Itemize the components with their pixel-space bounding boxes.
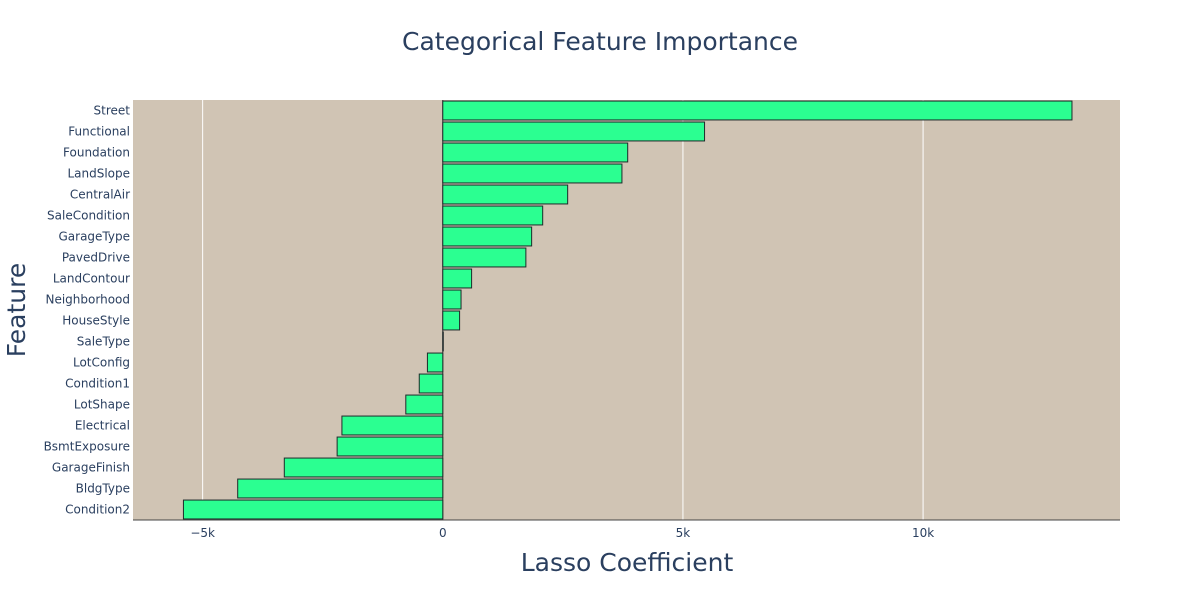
y-axis-title: Feature [2,263,31,357]
x-tick-label: 5k [676,526,691,540]
y-tick-label: LotConfig [73,356,130,370]
y-tick-label: GarageType [58,230,130,244]
y-tick-label: LotShape [74,398,130,412]
x-tick-label: 0 [439,526,447,540]
plot-area [133,100,1120,520]
bar-housestyle [442,310,461,331]
bar-bsmtexposure [336,436,444,457]
bar-electrical [341,415,444,436]
y-tick-label: SaleType [77,335,130,349]
y-tick-label: Neighborhood [45,293,130,307]
bar-condition2 [182,499,444,520]
y-tick-label: BsmtExposure [44,440,130,454]
y-tick-label: Condition2 [65,503,130,517]
x-axis-title: Lasso Coefficient [521,548,734,577]
y-tick-labels: Street Functional Foundation LandSlope Centr… [44,104,131,517]
y-tick-label: Foundation [63,146,130,160]
bar-garagefinish [283,457,444,478]
y-tick-label: BldgType [76,482,130,496]
bar-landslope [442,163,623,184]
y-tick-label: Electrical [75,419,130,433]
bar-garagetype [442,226,533,247]
bar-lotshape [405,394,444,415]
bar-functional [442,121,706,142]
bar-condition1 [418,373,444,394]
y-tick-label: GarageFinish [52,461,130,475]
bar-neighborhood [442,289,462,310]
bar-foundation [442,142,629,163]
bar-salecondition [442,205,544,226]
bar-landcontour [442,268,473,289]
bar-paveddrive [442,247,527,268]
x-tick-labels: −5k 0 5k 10k [190,526,934,540]
bar-street [442,100,1073,121]
bar-bldgtype [237,478,444,499]
bar-lotconfig [426,352,444,373]
y-tick-label: HouseStyle [62,314,130,328]
bar-saletype [442,331,444,352]
y-tick-label: SaleCondition [47,209,130,223]
x-tick-label: 10k [912,526,934,540]
y-tick-label: Street [94,104,131,118]
y-tick-label: Functional [68,125,130,139]
y-tick-label: Condition1 [65,377,130,391]
bars [182,100,1073,520]
chart-title: Categorical Feature Importance [402,27,798,56]
y-tick-label: LandContour [53,272,130,286]
y-tick-label: CentralAir [70,188,130,202]
y-tick-label: LandSlope [67,167,130,181]
bar-centralair [442,184,569,205]
y-tick-label: PavedDrive [62,251,130,265]
x-tick-label: −5k [190,526,215,540]
